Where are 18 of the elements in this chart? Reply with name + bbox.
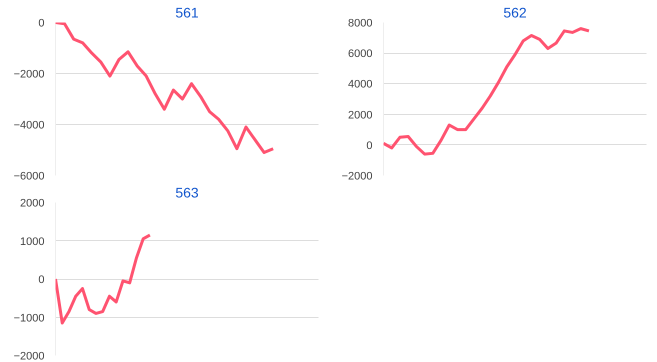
- y-tick-label: 4000: [348, 78, 373, 91]
- y-tick-label: −6000: [14, 170, 45, 182]
- chart-title: 563: [175, 184, 199, 200]
- chart-title: 561: [175, 4, 199, 20]
- y-tick-label: −2000: [14, 68, 45, 80]
- y-tick-label: −2000: [14, 350, 45, 362]
- y-tick-label: −2000: [342, 170, 373, 182]
- y-tick-label: −4000: [14, 120, 45, 132]
- y-tick-label: 1000: [20, 236, 45, 248]
- y-tick-label: −1000: [14, 312, 45, 324]
- chart-title: 562: [503, 4, 527, 20]
- y-tick-label: 2000: [348, 109, 373, 122]
- y-tick-label: 0: [38, 274, 45, 286]
- y-tick-label: 6000: [348, 48, 373, 60]
- y-tick-label: 0: [366, 140, 373, 152]
- y-tick-label: 0: [38, 18, 45, 30]
- y-tick-label: 8000: [348, 18, 373, 30]
- y-tick-label: 2000: [20, 198, 45, 210]
